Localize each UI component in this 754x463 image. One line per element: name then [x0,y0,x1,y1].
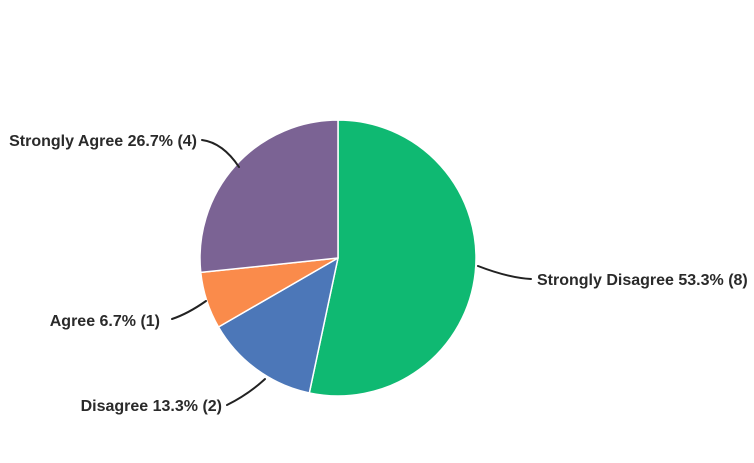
pie-slice-strongly-agree[interactable] [199,119,339,274]
callout-label-strongly-agree: Strongly Agree 26.7% (4) [9,133,197,150]
leader-line-strongly-disagree [477,265,532,280]
callout-label-agree: Agree 6.7% (1) [49,313,160,330]
leader-line-agree [171,300,207,320]
pie-slice-strongly-disagree[interactable] [308,119,477,397]
leader-line-disagree [226,378,266,406]
pie-slices-group [199,119,477,397]
pie-slice-disagree[interactable] [217,257,339,394]
callout-label-disagree: Disagree 13.3% (2) [80,398,222,415]
callout-label-strongly-disagree: Strongly Disagree 53.3% (8) [537,272,748,289]
leader-line-strongly-agree [201,139,240,168]
